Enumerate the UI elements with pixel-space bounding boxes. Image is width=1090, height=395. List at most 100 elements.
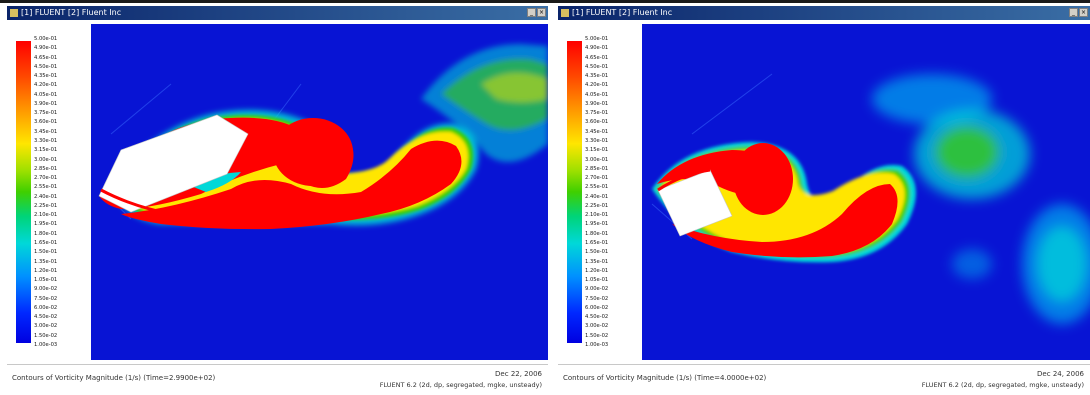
window-controls: _ ×: [1069, 8, 1088, 17]
colorbar-tick-label: 4.50e-01: [34, 63, 58, 70]
colorbar-tick-label: 1.65e-01: [585, 240, 609, 246]
plot-caption: Contours of Vorticity Magnitude (1/s) (T…: [563, 374, 767, 382]
plot-caption-bar: Contours of Vorticity Magnitude (1/s) (T…: [558, 364, 1090, 395]
colorbar-tick-label: 4.50e-02: [585, 314, 609, 321]
colorbar-tick-label: 3.90e-01: [585, 100, 609, 107]
colorbar-tick-label: 3.00e-02: [585, 323, 609, 330]
colorbar-tick-label: 4.35e-01: [585, 73, 609, 80]
colorbar-tick-label: 2.40e-01: [34, 193, 58, 200]
colorbar-tick-label: 3.45e-01: [585, 128, 609, 135]
colorbar-tick-label: 3.90e-01: [34, 100, 58, 107]
colorbar-tick-label: 3.60e-01: [34, 119, 58, 126]
colorbar-tick-label: 1.50e-02: [34, 332, 58, 339]
close-button[interactable]: ×: [537, 8, 546, 17]
solver-info: FLUENT 6.2 (2d, dp, segregated, mgke, un…: [379, 381, 542, 389]
colorbar-tick-label: 9.00e-02: [585, 286, 609, 293]
vorticity-contour-plot: [98, 44, 548, 230]
fluent-app-icon: [561, 9, 569, 17]
colorbar-tick-label: 4.90e-01: [585, 45, 609, 52]
fluent-window-right[interactable]: [1] FLUENT [2] Fluent Inc _ ×: [558, 6, 1090, 395]
colorbar-tick-label: 1.05e-01: [34, 277, 58, 284]
graphics-display[interactable]: 5.00e-01 4.90e-01 4.65e-01 4.50e-01 4.35e-01…: [7, 24, 548, 360]
colorbar-tick-label: 4.50e-02: [34, 314, 58, 321]
colorbar-tick-label: 1.65e-01: [34, 240, 58, 246]
colorbar-tick-label: 3.15e-01: [585, 147, 609, 154]
colorbar-tick-label: 2.10e-01: [585, 212, 609, 219]
colorbar-tick-label: 2.55e-01: [34, 184, 58, 191]
colorbar-tick-label: 5.00e-01: [585, 36, 609, 42]
fluent-window-left[interactable]: [1] FLUENT [2] Fluent Inc _ ×: [7, 6, 548, 395]
bluff-body-shape: [657, 169, 733, 237]
colorbar-tick-label: 6.00e-02: [585, 304, 609, 311]
colorbar-tick-label: 2.25e-01: [34, 202, 58, 209]
colorbar-tick-label: 3.60e-01: [585, 119, 609, 126]
colorbar-tick-label: 4.20e-01: [585, 82, 609, 89]
colorbar-tick-label: 3.30e-01: [34, 138, 58, 144]
top-border: [0, 0, 1090, 3]
colorbar-tick-label: 4.65e-01: [585, 54, 609, 61]
window-titlebar[interactable]: [1] FLUENT [2] Fluent Inc _ ×: [7, 6, 548, 20]
colorbar-tick-label: 3.30e-01: [585, 138, 609, 144]
minimize-button[interactable]: _: [1069, 8, 1078, 17]
colorbar: [16, 41, 31, 343]
colorbar-tick-label: 2.25e-01: [585, 202, 609, 209]
colorbar-tick-label: 1.20e-01: [34, 267, 58, 274]
colorbar-tick-label: 1.95e-01: [585, 221, 609, 228]
colorbar-tick-label: 4.65e-01: [34, 54, 58, 61]
colorbar-tick-label: 3.00e-02: [34, 323, 58, 330]
fluent-app-icon: [10, 9, 18, 17]
colorbar-tick-label: 3.00e-01: [585, 156, 609, 163]
colorbar-tick-label: 1.80e-01: [585, 230, 609, 237]
colormap-legend: 5.00e-01 4.90e-01 4.65e-01 4.50e-01 4.35e-01…: [7, 24, 91, 360]
graphics-display[interactable]: 5.00e-01 4.90e-01 4.65e-01 4.50e-01 4.35e-01…: [558, 24, 1090, 360]
colorbar-tick-label: 4.05e-01: [585, 91, 609, 98]
window-titlebar[interactable]: [1] FLUENT [2] Fluent Inc _ ×: [558, 6, 1090, 20]
colorbar-tick-label: 7.50e-02: [34, 295, 58, 302]
colorbar-tick-label: 3.15e-01: [34, 147, 58, 154]
window-title: [1] FLUENT [2] Fluent Inc: [572, 8, 673, 17]
colorbar-tick-label: 1.20e-01: [585, 267, 609, 274]
colorbar-tick-label: 2.55e-01: [585, 184, 609, 191]
colorbar-tick-label: 1.80e-01: [34, 230, 58, 237]
minimize-button[interactable]: _: [527, 8, 536, 17]
colorbar-tick-label: 1.05e-01: [585, 277, 609, 284]
solver-info: FLUENT 6.2 (2d, dp, segregated, mgke, un…: [921, 381, 1084, 389]
colorbar-tick-label: 5.00e-01: [34, 36, 58, 42]
colorbar-tick-label: 2.85e-01: [585, 165, 609, 172]
colorbar-tick-label: 4.90e-01: [34, 45, 58, 52]
colorbar-tick-label: 2.10e-01: [34, 212, 58, 219]
close-button[interactable]: ×: [1079, 8, 1088, 17]
colorbar-tick-label: 2.70e-01: [34, 175, 58, 182]
colorbar-tick-label: 6.00e-02: [34, 304, 58, 311]
colorbar-tick-label: 2.70e-01: [585, 175, 609, 182]
colorbar-tick-label: 4.05e-01: [34, 91, 58, 98]
vorticity-contour-plot: [651, 73, 1090, 324]
colorbar-tick-label: 3.75e-01: [585, 110, 609, 117]
colorbar-tick-label: 4.35e-01: [34, 73, 58, 80]
colorbar-tick-label: 3.00e-01: [34, 156, 58, 163]
colorbar-tick-label: 9.00e-02: [34, 286, 58, 293]
plot-caption: Contours of Vorticity Magnitude (1/s) (T…: [12, 374, 216, 382]
colorbar-ticks: 5.00e-01 4.90e-01 4.65e-01 4.50e-01 4.35e-01…: [34, 36, 89, 348]
window-title: [1] FLUENT [2] Fluent Inc: [21, 8, 122, 17]
colorbar-tick-label: 2.40e-01: [585, 193, 609, 200]
colorbar-tick-label: 1.50e-02: [585, 332, 609, 339]
colormap-legend: 5.00e-01 4.90e-01 4.65e-01 4.50e-01 4.35e-01…: [558, 24, 642, 360]
colorbar-tick-label: 1.35e-01: [585, 258, 609, 265]
plot-caption-bar: Contours of Vorticity Magnitude (1/s) (T…: [7, 364, 548, 395]
colorbar-tick-label: 4.50e-01: [585, 63, 609, 70]
colorbar-tick-label: 1.00e-03: [34, 342, 58, 348]
colorbar-tick-label: 3.75e-01: [34, 110, 58, 117]
colorbar-tick-label: 1.00e-03: [585, 342, 609, 348]
plot-date: Dec 22, 2006: [495, 370, 542, 378]
colorbar-tick-label: 1.50e-01: [585, 249, 609, 256]
window-controls: _ ×: [527, 8, 546, 17]
colorbar-tick-label: 1.50e-01: [34, 249, 58, 256]
bluff-body-shape: [98, 114, 249, 213]
colorbar-tick-label: 2.85e-01: [34, 165, 58, 172]
colorbar-tick-label: 1.95e-01: [34, 221, 58, 228]
colorbar-tick-label: 4.20e-01: [34, 82, 58, 89]
colorbar-tick-label: 1.35e-01: [34, 258, 58, 265]
plot-date: Dec 24, 2006: [1037, 370, 1084, 378]
colorbar: [567, 41, 582, 343]
